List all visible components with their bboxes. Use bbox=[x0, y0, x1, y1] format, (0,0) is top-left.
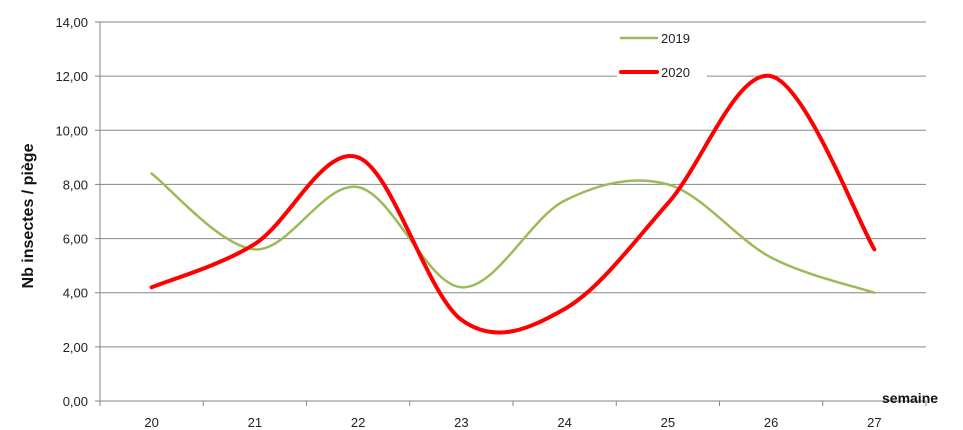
y-tick-label: 10,00 bbox=[55, 123, 88, 138]
x-axis-title: semaine bbox=[882, 390, 938, 406]
legend-bg bbox=[617, 26, 707, 48]
y-tick-label: 2,00 bbox=[63, 340, 88, 355]
series-lines bbox=[149, 74, 877, 335]
y-tick-label: 6,00 bbox=[63, 232, 88, 247]
x-tick-label: 21 bbox=[248, 415, 262, 430]
y-tick-label: 12,00 bbox=[55, 69, 88, 84]
legend-bg bbox=[617, 60, 707, 82]
y-tick-label: 4,00 bbox=[63, 286, 88, 301]
x-tick-label: 24 bbox=[557, 415, 571, 430]
x-tick-label: 20 bbox=[144, 415, 158, 430]
axes: 0,00 2,00 4,00 6,00 8,00 10,00 12,00 14,00 20 21 2… bbox=[55, 15, 927, 430]
x-tick-label: 25 bbox=[661, 415, 675, 430]
x-tick-label: 27 bbox=[867, 415, 881, 430]
series-line-2019 bbox=[150, 172, 876, 294]
series-line-2020 bbox=[149, 74, 877, 335]
legend-label-2020: 2020 bbox=[661, 65, 690, 80]
y-tick-label: 14,00 bbox=[55, 15, 88, 30]
x-tick-label: 26 bbox=[764, 415, 778, 430]
gridlines bbox=[100, 21, 926, 348]
legend: 2019 2020 bbox=[617, 26, 707, 82]
y-axis-title: Nb insectes / piège bbox=[20, 143, 37, 288]
x-tick-label: 22 bbox=[351, 415, 365, 430]
x-tick-label: 23 bbox=[454, 415, 468, 430]
legend-label-2019: 2019 bbox=[661, 31, 690, 46]
y-tick-label: 0,00 bbox=[63, 394, 88, 409]
y-tick-label: 8,00 bbox=[63, 177, 88, 192]
